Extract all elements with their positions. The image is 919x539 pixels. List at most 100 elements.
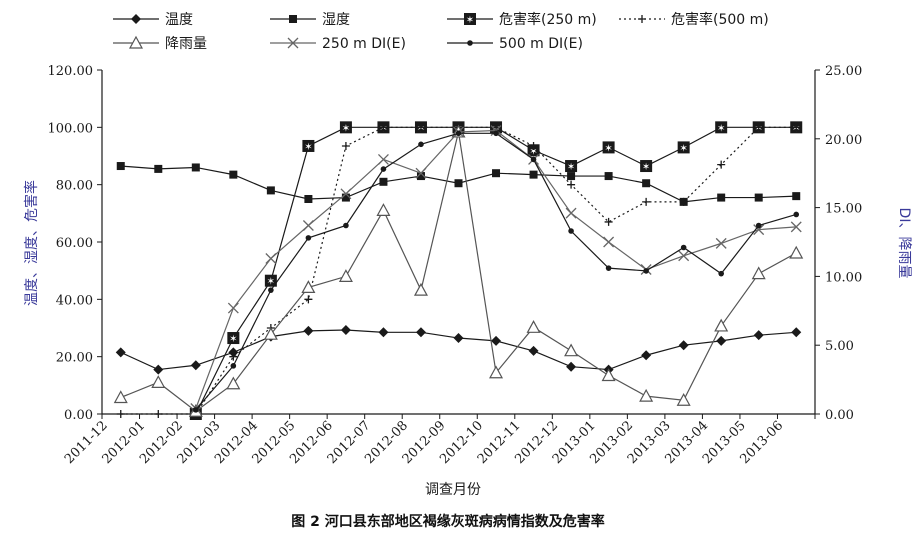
- data-point: [263, 326, 278, 340]
- data-point: ✶: [339, 121, 352, 134]
- data-point: [754, 123, 763, 132]
- data-point: [789, 245, 804, 259]
- data-point: [379, 177, 388, 186]
- marker-box: [565, 160, 578, 173]
- y-left-tick-label: 120.00: [48, 64, 94, 79]
- data-point: [643, 268, 649, 274]
- marker-box: [339, 121, 352, 134]
- data-point: [302, 220, 314, 231]
- data-point: [753, 330, 764, 341]
- data-point: [467, 40, 473, 46]
- data-point: [415, 167, 427, 179]
- data-point: [191, 163, 200, 172]
- data-point: [793, 211, 800, 218]
- data-point: [154, 164, 163, 173]
- marker-box: [640, 160, 653, 173]
- series-layer: ✶✶✶✶✶✶✶✶✶✶✶✶✶✶✶✶✶: [113, 121, 804, 421]
- y-left-tick-label: 100.00: [48, 121, 94, 136]
- y-axis-right-title: DI、降雨量: [896, 208, 912, 279]
- data-point: [676, 392, 691, 406]
- data-point: [379, 123, 388, 132]
- data-point: [304, 195, 313, 203]
- data-point: ✶: [302, 139, 315, 153]
- data-point: [340, 325, 351, 336]
- data-point: ✶: [602, 141, 615, 154]
- marker-star: ✶: [717, 123, 725, 134]
- marker-star: ✶: [529, 146, 537, 157]
- data-point: [493, 130, 499, 137]
- data-point: [564, 343, 579, 357]
- marker-star: ✶: [229, 334, 237, 345]
- data-point: [454, 179, 463, 188]
- labels-layer: 调查月份 温度、湿度、危害率 DI、降雨量 图 2 河口县东部地区褐缘灰斑病病情…: [23, 180, 912, 530]
- data-point: [642, 197, 651, 206]
- data-point: [113, 390, 128, 404]
- legend-label: 危害率(250 m): [499, 11, 597, 28]
- data-point: [491, 335, 502, 346]
- data-point: [303, 325, 314, 336]
- data-point: [678, 340, 689, 351]
- data-point: [639, 388, 654, 402]
- legend-label: 危害率(500 m): [671, 11, 769, 28]
- y-left-tick-label: 40.00: [56, 293, 93, 308]
- legend-label: 降雨量: [165, 36, 207, 52]
- legend-item: 温度: [113, 12, 193, 28]
- data-point: [603, 236, 615, 248]
- data-point: [638, 15, 646, 23]
- data-point: [227, 302, 239, 314]
- data-point: [790, 221, 802, 233]
- data-point: [289, 15, 297, 23]
- data-point: [343, 222, 349, 229]
- data-point: [151, 375, 166, 388]
- data-point: [266, 186, 275, 195]
- y-right-tick-label: 0.00: [825, 408, 854, 423]
- data-point: [718, 270, 724, 277]
- data-point: [116, 162, 125, 171]
- data-point: ✶: [527, 144, 540, 157]
- marker-star: ✶: [679, 143, 687, 154]
- marker-box: [464, 13, 476, 25]
- data-point: [128, 35, 144, 49]
- legend-item: 250 m DI(E): [270, 36, 406, 52]
- legend-item: 危害率(500 m): [619, 11, 769, 28]
- data-point: [492, 169, 501, 178]
- data-point: [605, 265, 612, 271]
- data-point: [792, 192, 801, 201]
- y-axis-left-title: 温度、湿度、危害率: [23, 180, 40, 306]
- y-right-tick-label: 10.00: [825, 270, 862, 285]
- data-point: [455, 130, 462, 137]
- legend-item: 湿度: [270, 12, 350, 28]
- data-point: [416, 172, 425, 181]
- data-point: ✶: [640, 160, 653, 173]
- figure-caption: 图 2 河口县东部地区褐缘灰斑病病情指数及危害率: [291, 513, 605, 530]
- series-0: [115, 325, 802, 375]
- data-point: [376, 203, 391, 216]
- marker-star: ✶: [342, 123, 350, 134]
- y-right-tick-label: 15.00: [825, 202, 862, 217]
- data-point: [751, 266, 766, 280]
- data-point: [418, 141, 424, 148]
- data-point: ✶: [464, 13, 476, 26]
- data-point: [714, 318, 729, 332]
- marker-star: ✶: [267, 277, 275, 288]
- data-point: [305, 235, 312, 241]
- data-point: [526, 320, 541, 333]
- legend: 温度 湿度 ✶ 危害率(250 m) 危害率(500 m) 降雨量 250 m DI(E) 5…: [113, 11, 769, 52]
- data-point: ✶: [715, 121, 728, 134]
- data-point: [268, 287, 274, 293]
- marker-box: [677, 141, 690, 154]
- data-point: [413, 282, 428, 296]
- data-point: [338, 269, 353, 282]
- data-point: [641, 350, 652, 361]
- data-point: [529, 170, 538, 179]
- data-point: [415, 327, 426, 338]
- legend-label: 温度: [165, 12, 193, 28]
- marker-box: [302, 139, 315, 152]
- data-point: [567, 180, 576, 189]
- marker-box: [527, 144, 540, 157]
- data-point: [489, 365, 504, 379]
- y-left-tick-label: 80.00: [56, 179, 93, 194]
- data-point: [377, 153, 389, 165]
- data-point: [116, 410, 125, 418]
